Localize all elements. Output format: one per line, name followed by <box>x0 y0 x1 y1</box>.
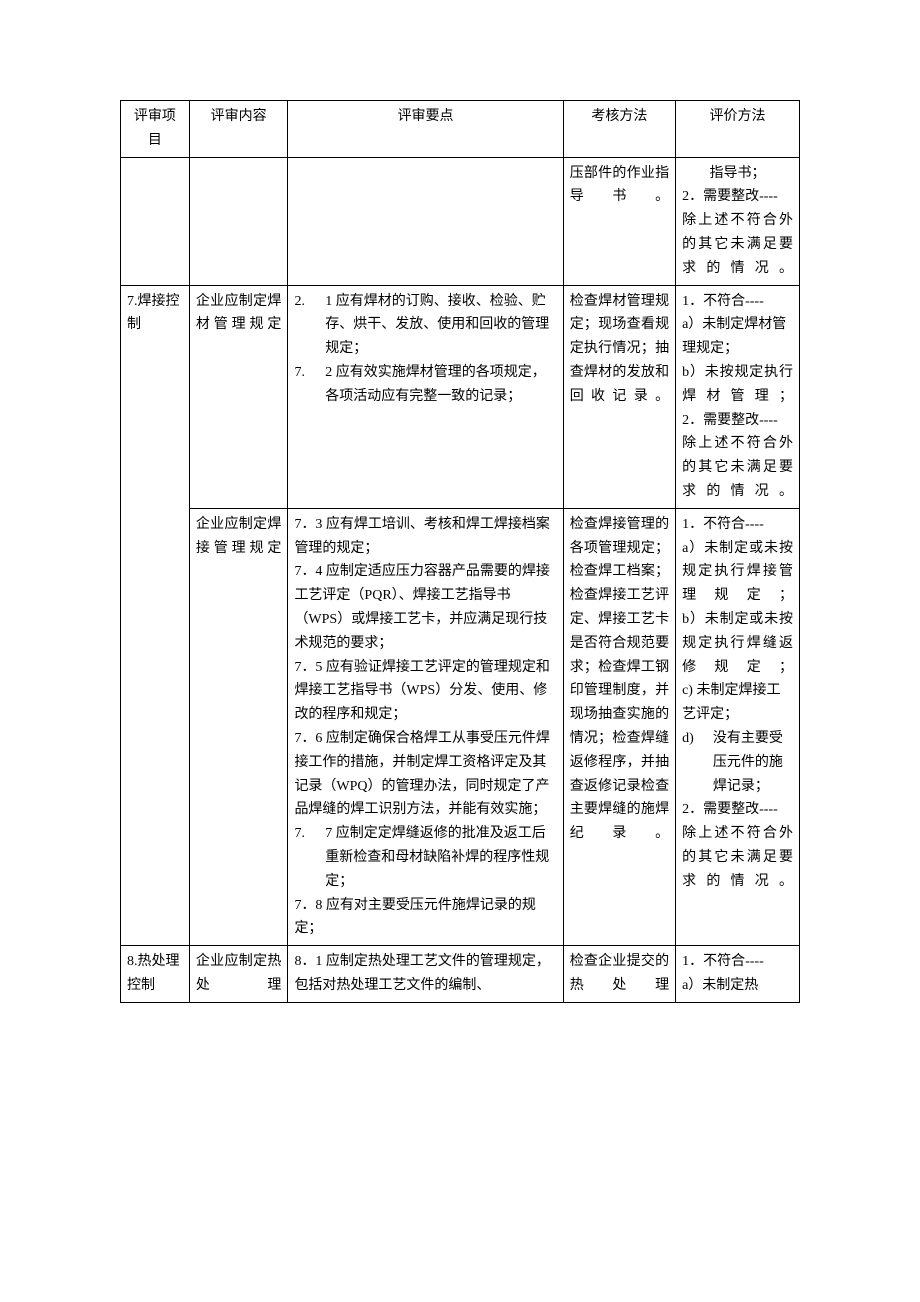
cell-eval: 1．不符合---- a）未制定或未按规定执行焊接管理规定； b）未制定或未按规定… <box>676 508 800 945</box>
text: 8．1 应制定热处理工艺文件的管理规定，包括对热处理工艺文件的编制、 <box>294 950 556 998</box>
cell-points <box>288 157 563 285</box>
text: 1 应有焊材的订购、接收、检验、贮存、烘干、发放、使用和回收的管理规定； <box>325 294 549 357</box>
text: a）未制定焊材管理规定； <box>682 313 793 361</box>
text: b）未按规定执行焊材管理； <box>682 361 793 409</box>
text: 7．8 应有对主要受压元件施焊记录的规定； <box>294 894 556 942</box>
cell-content: 企业应制定焊接管理规定 <box>189 508 288 945</box>
text: a）未制定或未按规定执行焊接管理规定； <box>682 537 793 608</box>
text: 指导书； <box>682 162 793 186</box>
cell-item: 8.热处理控制 <box>121 946 190 1003</box>
table-row: 压部件的作业指导书。 指导书； 2．需要整改---- 除上述不符合外的其它未满足… <box>121 157 800 285</box>
text: a）未制定热 <box>682 974 793 998</box>
text: 1．不符合---- <box>682 290 793 314</box>
text: 企业应制定热处理 <box>196 950 282 998</box>
cell-content <box>189 157 288 285</box>
text: 2．需要整改---- <box>682 798 793 822</box>
table-row: 8.热处理控制 企业应制定热处理 8．1 应制定热处理工艺文件的管理规定，包括对… <box>121 946 800 1003</box>
th-method: 考核方法 <box>563 101 675 158</box>
text: 企业应制定焊接管理规定 <box>196 513 282 561</box>
text: 除上述不符合外的其它未满足要求的情况。 <box>682 432 793 503</box>
th-content: 评审内容 <box>189 101 288 158</box>
list-num: 2. <box>294 290 305 314</box>
text: 没有主要受压元件的施焊记录； <box>713 731 783 794</box>
cell-method: 检查焊接管理的各项管理规定；检查焊工档案；检查焊接工艺评定、焊接工艺卡是否符合规… <box>563 508 675 945</box>
cell-method: 检查焊材管理规定；现场查看规定执行情况；抽查焊材的发放和回收记录。 <box>563 285 675 508</box>
cell-item: 7.焊接控制 <box>121 285 190 946</box>
document-page: 评审项目 评审内容 评审要点 考核方法 评价方法 压部件的作业指导书。 指导书；… <box>0 0 920 1063</box>
cell-method: 压部件的作业指导书。 <box>563 157 675 285</box>
text: 检查焊接管理的各项管理规定；检查焊工档案；检查焊接工艺评定、焊接工艺卡是否符合规… <box>570 513 669 846</box>
text: c) 未制定焊接工艺评定； <box>682 679 793 727</box>
th-item: 评审项目 <box>121 101 190 158</box>
text: 7．3 应有焊工培训、考核和焊工焊接档案管理的规定； <box>294 513 556 561</box>
list-num: 7. <box>294 361 305 385</box>
text: b）未制定或未按规定执行焊缝返修规定； <box>682 608 793 679</box>
text: 1．不符合---- <box>682 513 793 537</box>
cell-points: 7．3 应有焊工培训、考核和焊工焊接档案管理的规定； 7．4 应制定适应压力容器… <box>288 508 563 945</box>
text: 7．5 应有验证焊接工艺评定的管理规定和焊接工艺指导书（WPS）分发、使用、修改… <box>294 656 556 727</box>
cell-eval: 1．不符合---- a）未制定焊材管理规定； b）未按规定执行焊材管理； 2．需… <box>676 285 800 508</box>
cell-method: 检查企业提交的热处理 <box>563 946 675 1003</box>
list-item: d) 没有主要受压元件的施焊记录； <box>682 727 793 798</box>
th-points: 评审要点 <box>288 101 563 158</box>
table-row: 7.焊接控制 企业应制定焊材管理规定 2. 1 应有焊材的订购、接收、检验、贮存… <box>121 285 800 508</box>
table-header-row: 评审项目 评审内容 评审要点 考核方法 评价方法 <box>121 101 800 158</box>
text: 7．6 应制定确保合格焊工从事受压元件焊接工作的措施，并制定焊工资格评定及其记录… <box>294 727 556 822</box>
cell-points: 2. 1 应有焊材的订购、接收、检验、贮存、烘干、发放、使用和回收的管理规定； … <box>288 285 563 508</box>
text: 1．不符合---- <box>682 950 793 974</box>
text: 2．需要整改---- <box>682 185 793 209</box>
text: 压部件的作业指导书。 <box>570 162 669 210</box>
text: 企业应制定焊材管理规定 <box>196 290 282 338</box>
text: 2．需要整改---- <box>682 409 793 433</box>
text: 2 应有效实施焊材管理的各项规定，各项活动应有完整一致的记录； <box>325 365 546 404</box>
text: 除上述不符合外的其它未满足要求的情况。 <box>682 822 793 893</box>
list-item: 7. 7 应制定定焊缝返修的批准及返工后重新检查和母材缺陷补焊的程序性规定； <box>294 822 556 893</box>
text: 检查企业提交的热处理 <box>570 950 669 998</box>
list-num: d) <box>682 727 694 751</box>
cell-item <box>121 157 190 285</box>
th-eval: 评价方法 <box>676 101 800 158</box>
list-item: 2. 1 应有焊材的订购、接收、检验、贮存、烘干、发放、使用和回收的管理规定； <box>294 290 556 361</box>
cell-eval: 1．不符合---- a）未制定热 <box>676 946 800 1003</box>
cell-eval: 指导书； 2．需要整改---- 除上述不符合外的其它未满足要求的情况。 <box>676 157 800 285</box>
text: 7 应制定定焊缝返修的批准及返工后重新检查和母材缺陷补焊的程序性规定； <box>325 826 549 889</box>
review-table: 评审项目 评审内容 评审要点 考核方法 评价方法 压部件的作业指导书。 指导书；… <box>120 100 800 1003</box>
text: 7．4 应制定适应压力容器产品需要的焊接工艺评定（PQR）、焊接工艺指导书（WP… <box>294 560 556 655</box>
cell-content: 企业应制定热处理 <box>189 946 288 1003</box>
text: 除上述不符合外的其它未满足要求的情况。 <box>682 209 793 280</box>
cell-points: 8．1 应制定热处理工艺文件的管理规定，包括对热处理工艺文件的编制、 <box>288 946 563 1003</box>
table-row: 企业应制定焊接管理规定 7．3 应有焊工培训、考核和焊工焊接档案管理的规定； 7… <box>121 508 800 945</box>
list-item: 7. 2 应有效实施焊材管理的各项规定，各项活动应有完整一致的记录； <box>294 361 556 409</box>
cell-content: 企业应制定焊材管理规定 <box>189 285 288 508</box>
text: 检查焊材管理规定；现场查看规定执行情况；抽查焊材的发放和回收记录。 <box>570 290 669 409</box>
list-num: 7. <box>294 822 305 846</box>
